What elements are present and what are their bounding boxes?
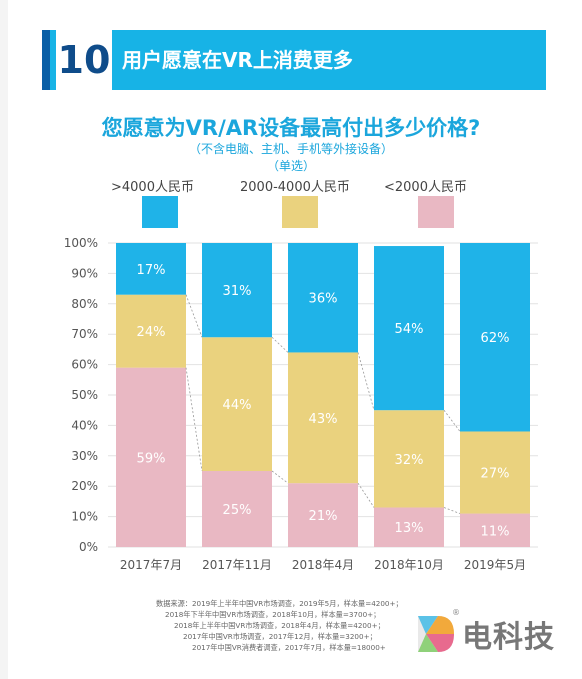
- connector-line: [357, 482, 375, 508]
- y-tick-label: 20%: [71, 479, 98, 493]
- y-tick-label: 10%: [71, 510, 98, 524]
- source-line-5: 2017年中国VR消费者调查，2017年7月，样本量=18000+: [192, 643, 386, 652]
- bar-segment: [460, 243, 530, 432]
- source-line-4: 2017年中国VR市场调查，2017年12月，样本量=3200+；: [183, 632, 377, 641]
- bar-value-label: 59%: [137, 451, 166, 466]
- bar-segment: [202, 337, 272, 471]
- bar-value-label: 13%: [395, 521, 424, 536]
- connector-line: [443, 507, 461, 514]
- legend-label-low: <2000人民币: [384, 180, 467, 195]
- bar-segment: [116, 367, 186, 547]
- bar-segment: [202, 243, 272, 338]
- connector-line: [185, 294, 203, 338]
- section-banner: [42, 30, 546, 90]
- legend-swatch-high: [142, 196, 178, 228]
- page-edge: [0, 0, 8, 679]
- banner-accent: [42, 30, 50, 90]
- bar-value-label: 44%: [223, 398, 252, 413]
- x-tick-label: 2017年11月: [202, 558, 272, 572]
- x-tick-label: 2018年4月: [292, 558, 354, 572]
- bar-segment: [116, 294, 186, 368]
- legend-swatch-low: [418, 196, 454, 228]
- bar-segment: [202, 471, 272, 547]
- legend-label-high: >4000人民币: [111, 180, 194, 195]
- bar-value-label: 24%: [137, 325, 166, 340]
- y-tick-label: 100%: [64, 236, 98, 250]
- x-tick-label: 2019年5月: [464, 558, 526, 572]
- y-tick-label: 40%: [71, 418, 98, 432]
- bar-segment: [288, 243, 358, 353]
- watermark-text: 电科技: [462, 620, 555, 655]
- connector-line: [185, 367, 203, 472]
- bar-segment: [460, 513, 530, 547]
- registered-mark: ®: [452, 608, 460, 617]
- bar-segment: [288, 483, 358, 547]
- bar-segment: [116, 243, 186, 295]
- bar-value-label: 32%: [395, 453, 424, 468]
- bar-value-label: 54%: [395, 322, 424, 337]
- bar-value-label: 36%: [309, 292, 338, 307]
- bar-value-label: 27%: [481, 467, 510, 482]
- section-number: 10: [56, 30, 112, 90]
- connector-line: [271, 336, 289, 353]
- bar-value-label: 17%: [137, 263, 166, 278]
- source-line-2: 2018年下半年中国VR市场调查，2018年10月，样本量=3700+；: [165, 610, 381, 619]
- legend-swatch-mid: [282, 196, 318, 228]
- legend-label-mid: 2000-4000人民币: [240, 180, 350, 195]
- y-tick-label: 30%: [71, 449, 98, 463]
- bar-value-label: 11%: [481, 524, 510, 539]
- y-tick-label: 60%: [71, 358, 98, 372]
- chart-note: （单选）: [266, 159, 315, 173]
- bar-value-label: 21%: [309, 509, 338, 524]
- x-tick-label: 2018年10月: [374, 558, 444, 572]
- bar-segment: [374, 410, 444, 508]
- bar-segment: [374, 246, 444, 411]
- x-tick-label: 2017年7月: [120, 558, 182, 572]
- chart-title: 您愿意为VR/AR设备最高付出多少价格?: [101, 116, 481, 140]
- bar-segment: [374, 507, 444, 547]
- connector-line: [443, 409, 461, 432]
- dian-tech-logo-icon: [418, 616, 454, 652]
- bar-value-label: 31%: [223, 284, 252, 299]
- source-line-3: 2018年上半年中国VR市场调查，2018年4月，样本量=4200+；: [174, 621, 385, 630]
- bar-value-label: 43%: [309, 412, 338, 427]
- y-tick-label: 90%: [71, 266, 98, 280]
- bar-segment: [288, 352, 358, 484]
- source-line-1: 数据来源：2019年上半年中国VR市场调查，2019年5月，样本量=4200+；: [156, 599, 403, 608]
- y-tick-label: 80%: [71, 297, 98, 311]
- bar-segment: [460, 431, 530, 514]
- y-tick-label: 70%: [71, 327, 98, 341]
- section-title: 用户愿意在VR上消费更多: [122, 48, 353, 72]
- y-tick-label: 50%: [71, 388, 98, 402]
- connector-line: [271, 470, 289, 484]
- bar-value-label: 62%: [481, 331, 510, 346]
- y-tick-label: 0%: [79, 540, 98, 554]
- chart-subtitle: （不含电脑、主机、手机等外接设备）: [188, 142, 393, 156]
- connector-line: [357, 352, 375, 411]
- bar-value-label: 25%: [223, 503, 252, 518]
